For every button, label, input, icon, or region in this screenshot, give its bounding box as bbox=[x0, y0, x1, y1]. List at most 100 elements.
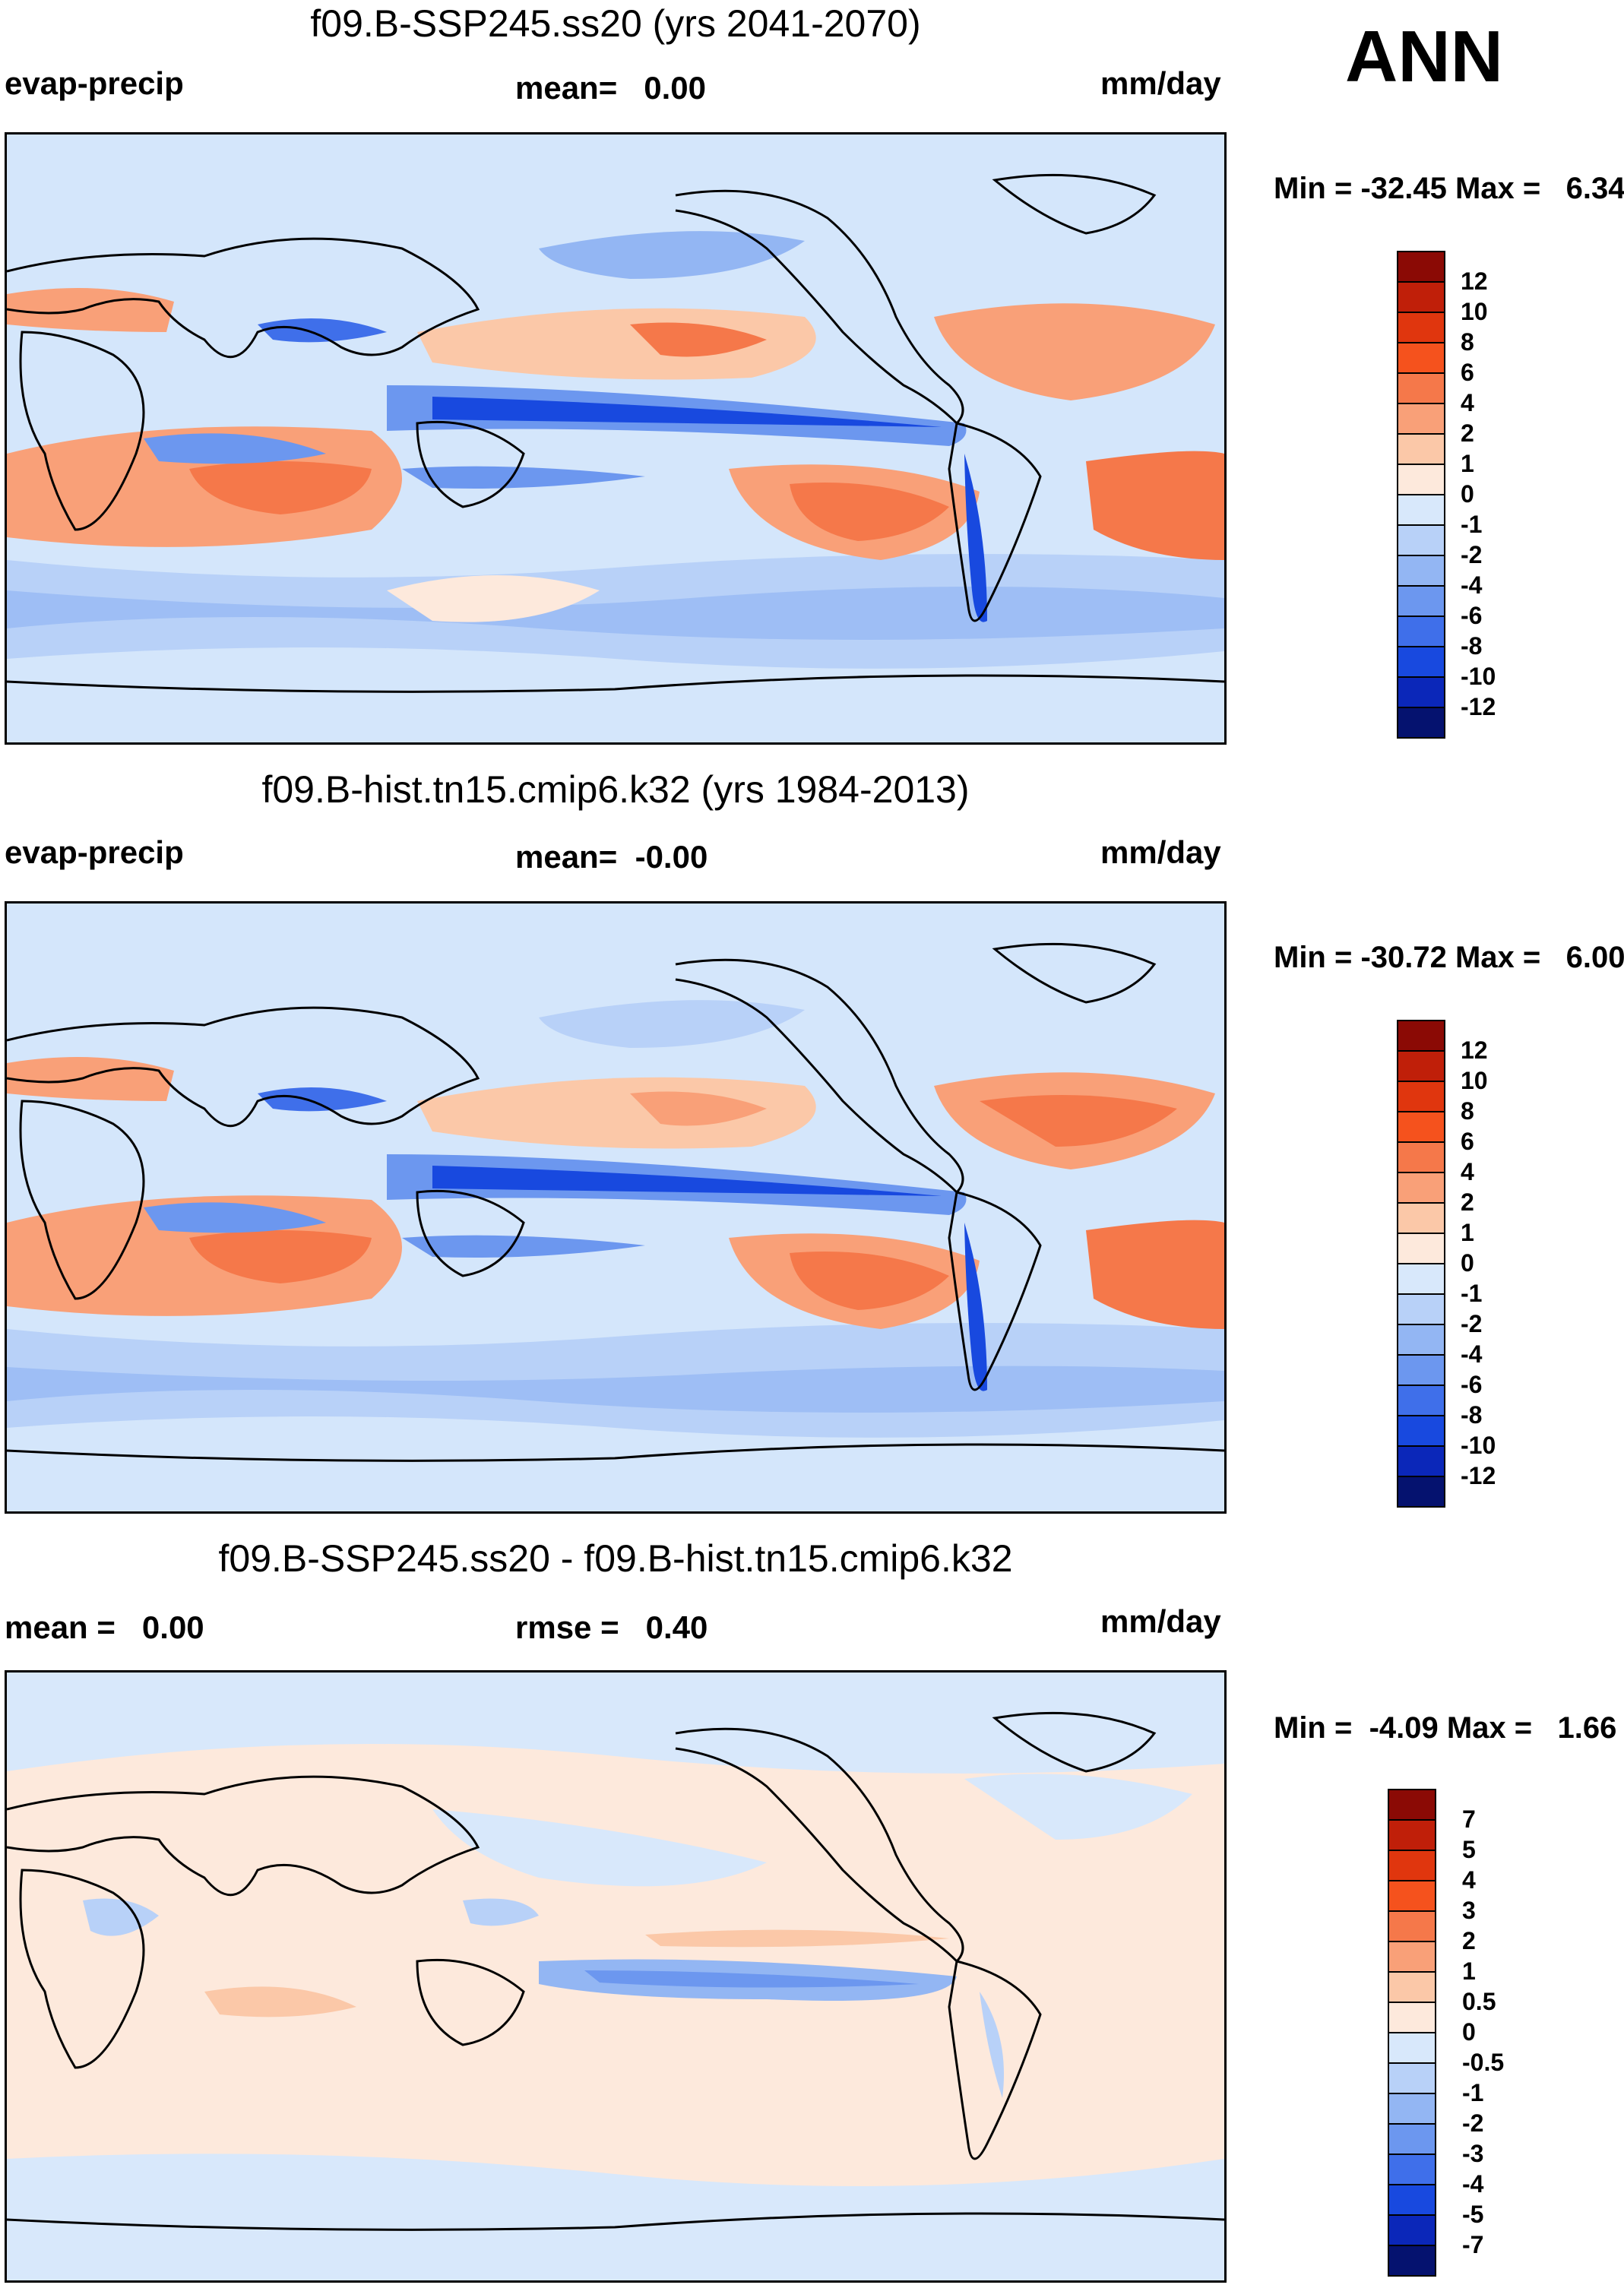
panel-2-map bbox=[5, 901, 1227, 1514]
colorbar-swatch bbox=[1397, 1476, 1445, 1508]
colorbar-swatch bbox=[1397, 403, 1445, 435]
colorbar-swatch bbox=[1397, 1415, 1445, 1447]
colorbar-level-label: -6 bbox=[1461, 602, 1483, 629]
panel-3-units-label: mm/day bbox=[1100, 1603, 1221, 1639]
colorbar-swatch bbox=[1397, 1111, 1445, 1143]
panel-1-minmax-label: Min = -32.45 Max = 6.34 bbox=[1274, 172, 1624, 205]
colorbar-swatch bbox=[1388, 2093, 1436, 2125]
colorbar-level-label: 0 bbox=[1462, 2018, 1476, 2046]
colorbar-level-label: -2 bbox=[1461, 1310, 1483, 1337]
colorbar-level-label: -10 bbox=[1461, 1432, 1496, 1459]
colorbar-swatch bbox=[1397, 433, 1445, 465]
colorbar-level-label: -4 bbox=[1461, 571, 1483, 599]
colorbar-swatch bbox=[1397, 281, 1445, 313]
colorbar-level-label: -8 bbox=[1461, 1401, 1483, 1429]
colorbar-level-label: -1 bbox=[1461, 1280, 1483, 1307]
colorbar-swatch bbox=[1397, 1385, 1445, 1416]
panel-2-variable-label: evap-precip bbox=[5, 834, 184, 870]
colorbar-swatch bbox=[1397, 1445, 1445, 1477]
panel-2-minmax-label: Min = -30.72 Max = 6.00 bbox=[1274, 941, 1624, 974]
colorbar-level-label: 0 bbox=[1461, 480, 1474, 508]
colorbar-level-label: 12 bbox=[1461, 267, 1488, 295]
colorbar-level-label: 4 bbox=[1461, 1158, 1474, 1185]
colorbar-swatch bbox=[1397, 464, 1445, 495]
colorbar-swatch bbox=[1397, 1172, 1445, 1204]
colorbar-swatch bbox=[1397, 312, 1445, 343]
panel-1-map bbox=[5, 132, 1227, 745]
colorbar-level-label: 2 bbox=[1462, 1927, 1476, 1954]
colorbar-swatch bbox=[1397, 1020, 1445, 1052]
colorbar-swatch bbox=[1388, 2245, 1436, 2277]
panel-1-mean-label: mean= 0.00 bbox=[515, 70, 706, 106]
colorbar-level-label: -2 bbox=[1461, 541, 1483, 568]
colorbar-level-label: 0 bbox=[1461, 1249, 1474, 1277]
panel-3-minmax-label: Min = -4.09 Max = 1.66 bbox=[1274, 1711, 1617, 1745]
panel-2-mean-label: mean= -0.00 bbox=[515, 839, 708, 875]
colorbar-swatch bbox=[1397, 1263, 1445, 1295]
colorbar-swatch bbox=[1397, 494, 1445, 526]
colorbar-level-label: -5 bbox=[1462, 2201, 1484, 2228]
colorbar-level-label: -6 bbox=[1461, 1371, 1483, 1398]
colorbar-level-label: 6 bbox=[1461, 359, 1474, 386]
colorbar-level-label: 4 bbox=[1461, 389, 1474, 416]
colorbar-level-label: -8 bbox=[1461, 632, 1483, 660]
colorbar-swatch bbox=[1388, 1789, 1436, 1821]
colorbar-swatch bbox=[1397, 1050, 1445, 1082]
panel-1-title: f09.B-SSP245.ss20 (yrs 2041-2070) bbox=[310, 2, 921, 45]
panel-1-field-contours bbox=[7, 134, 1224, 742]
panel-3-rmse-label: rmse = 0.40 bbox=[515, 1609, 708, 1645]
colorbar-swatch bbox=[1388, 1880, 1436, 1912]
panel-1-variable-label: evap-precip bbox=[5, 65, 184, 101]
colorbar-swatch bbox=[1397, 1202, 1445, 1234]
colorbar-swatch bbox=[1388, 2184, 1436, 2216]
colorbar-level-label: 8 bbox=[1461, 1097, 1474, 1125]
colorbar-level-label: -7 bbox=[1462, 2231, 1484, 2258]
colorbar-level-label: 1 bbox=[1461, 1219, 1474, 1246]
colorbar-swatch bbox=[1397, 1324, 1445, 1356]
colorbar-level-label: 2 bbox=[1461, 1188, 1474, 1216]
colorbar-swatch bbox=[1397, 1141, 1445, 1173]
colorbar-swatch bbox=[1397, 342, 1445, 374]
colorbar-level-label: -12 bbox=[1461, 1462, 1496, 1489]
colorbar-swatch bbox=[1397, 1354, 1445, 1386]
colorbar-level-label: 10 bbox=[1461, 1067, 1488, 1094]
panel-1-units-label: mm/day bbox=[1100, 65, 1221, 101]
colorbar-swatch bbox=[1388, 1850, 1436, 1881]
colorbar-swatch bbox=[1397, 251, 1445, 283]
colorbar-swatch bbox=[1388, 2123, 1436, 2155]
colorbar-swatch bbox=[1397, 555, 1445, 587]
colorbar-swatch bbox=[1388, 1819, 1436, 1851]
colorbar-swatch bbox=[1388, 2062, 1436, 2094]
colorbar-swatch bbox=[1388, 2214, 1436, 2246]
colorbar-level-label: -1 bbox=[1461, 511, 1483, 538]
colorbar-swatch bbox=[1397, 616, 1445, 647]
panel-3-title: f09.B-SSP245.ss20 - f09.B-hist.tn15.cmip… bbox=[218, 1537, 1013, 1580]
colorbar-level-label: 6 bbox=[1461, 1128, 1474, 1155]
colorbar-level-label: -1 bbox=[1462, 2079, 1484, 2106]
colorbar-level-label: 8 bbox=[1461, 328, 1474, 356]
panel-2-field-contours bbox=[7, 903, 1224, 1511]
colorbar-level-label: 1 bbox=[1461, 450, 1474, 477]
colorbar-level-label: 12 bbox=[1461, 1036, 1488, 1064]
colorbar-swatch bbox=[1397, 372, 1445, 404]
colorbar-level-label: 4 bbox=[1462, 1866, 1476, 1894]
colorbar-level-label: -2 bbox=[1462, 2109, 1484, 2137]
panel-2-title: f09.B-hist.tn15.cmip6.k32 (yrs 1984-2013… bbox=[261, 768, 970, 811]
colorbar-swatch bbox=[1397, 707, 1445, 739]
panel-2-units-label: mm/day bbox=[1100, 834, 1221, 870]
colorbar-swatch bbox=[1388, 2032, 1436, 2064]
colorbar-level-label: 2 bbox=[1461, 419, 1474, 447]
colorbar-level-label: -0.5 bbox=[1462, 2049, 1505, 2076]
colorbar-swatch bbox=[1397, 646, 1445, 678]
colorbar-level-label: 10 bbox=[1461, 298, 1488, 325]
panel-3-mean-label: mean = 0.00 bbox=[5, 1609, 204, 1645]
colorbar-swatch bbox=[1388, 1971, 1436, 2003]
colorbar-level-label: -12 bbox=[1461, 693, 1496, 720]
colorbar-level-label: -4 bbox=[1462, 2170, 1484, 2198]
colorbar-level-label: -3 bbox=[1462, 2140, 1484, 2167]
colorbar-swatch bbox=[1397, 1081, 1445, 1112]
colorbar-swatch bbox=[1397, 1293, 1445, 1325]
panel-3-map bbox=[5, 1670, 1227, 2283]
colorbar-swatch bbox=[1388, 1941, 1436, 1973]
panel-3-field-contours bbox=[7, 1672, 1224, 2280]
